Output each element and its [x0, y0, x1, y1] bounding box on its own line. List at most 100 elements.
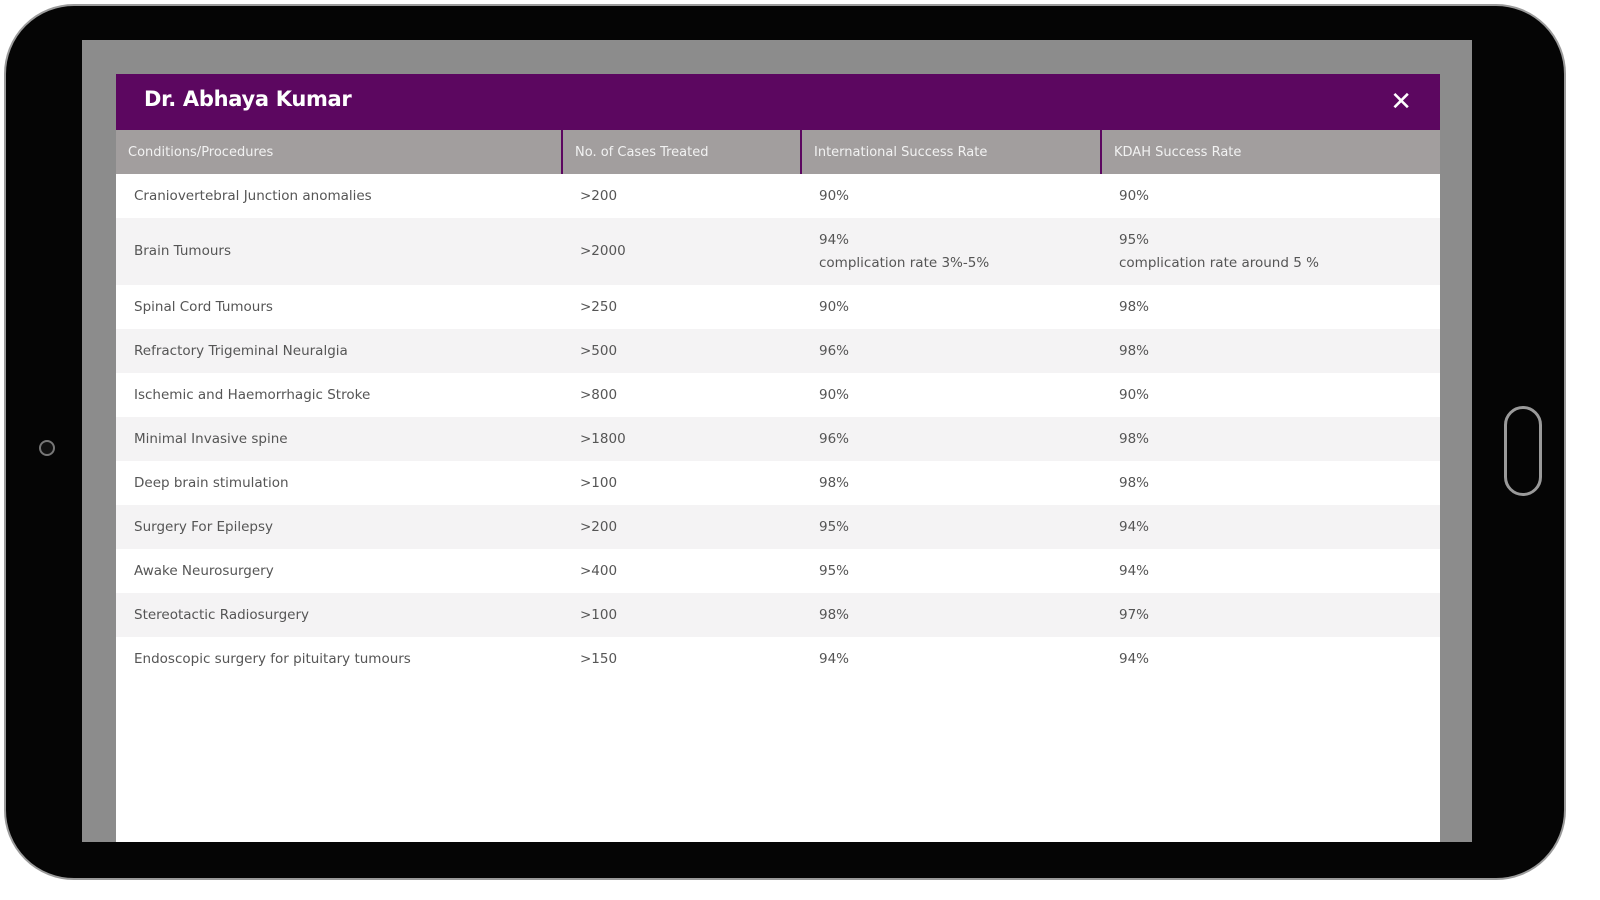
- cases-cell: >2000: [562, 218, 801, 285]
- cases-cell: >150: [562, 637, 801, 681]
- kdah-rate-cell-text: 90%: [1119, 386, 1150, 403]
- condition-cell-text: Brain Tumours: [134, 243, 231, 259]
- cases-cell: >200: [562, 174, 801, 218]
- cases-cell: >1800: [562, 417, 801, 461]
- kdah-rate-cell: 98%: [1101, 285, 1440, 329]
- intl-rate-cell: 98%: [801, 593, 1101, 637]
- modal-title: Dr. Abhaya Kumar: [144, 87, 352, 111]
- condition-cell: Craniovertebral Junction anomalies: [116, 174, 562, 218]
- condition-cell: Endoscopic surgery for pituitary tumours: [116, 637, 562, 681]
- table-row: Awake Neurosurgery >400 95% 94%: [116, 549, 1440, 593]
- condition-cell: Brain Tumours: [116, 218, 562, 285]
- table-row: Surgery For Epilepsy >200 95% 94%: [116, 505, 1440, 549]
- intl-rate-cell-text: 94%: [819, 650, 850, 667]
- condition-cell: Surgery For Epilepsy: [116, 505, 562, 549]
- intl-rate-cell: 95%: [801, 505, 1101, 549]
- close-icon[interactable]: ✕: [1390, 87, 1412, 117]
- cases-cell-text: >200: [580, 518, 618, 535]
- table-row: Ischemic and Haemorrhagic Stroke >800 90% 9…: [116, 373, 1440, 417]
- screen-overlay: Dr. Abhaya Kumar ✕ Conditions/Procedures…: [82, 40, 1472, 842]
- condition-cell: Minimal Invasive spine: [116, 417, 562, 461]
- cases-cell-text: >100: [580, 606, 618, 623]
- table-row: Stereotactic Radiosurgery >100 98% 97%: [116, 593, 1440, 637]
- intl-rate-cell: 94%: [801, 637, 1101, 681]
- cases-cell: >100: [562, 593, 801, 637]
- intl-rate-cell-text: 90%: [819, 298, 850, 315]
- kdah-rate-cell-text: 98%: [1119, 342, 1150, 359]
- intl-rate-cell-text: 94%: [819, 231, 850, 248]
- cases-cell-text: >2000: [580, 243, 626, 259]
- intl-rate-cell: 90%: [801, 285, 1101, 329]
- cases-cell-text: >400: [580, 562, 618, 579]
- condition-cell: Awake Neurosurgery: [116, 549, 562, 593]
- kdah-rate-cell-text: 95%: [1119, 231, 1150, 248]
- table-row: Minimal Invasive spine >1800 96% 98%: [116, 417, 1440, 461]
- kdah-rate-cell: 90%: [1101, 373, 1440, 417]
- condition-cell-text: Surgery For Epilepsy: [134, 518, 274, 535]
- column-header: KDAH Success Rate: [1101, 130, 1440, 174]
- table-row: Refractory Trigeminal Neuralgia >500 96% 98…: [116, 329, 1440, 373]
- cases-cell: >250: [562, 285, 801, 329]
- condition-cell: Refractory Trigeminal Neuralgia: [116, 329, 562, 373]
- cases-cell: >100: [562, 461, 801, 505]
- kdah-rate-cell: 97%: [1101, 593, 1440, 637]
- cases-cell: >400: [562, 549, 801, 593]
- cases-cell: >800: [562, 373, 801, 417]
- intl-rate-cell-text: 90%: [819, 386, 850, 403]
- cases-cell-text: >500: [580, 342, 618, 359]
- intl-rate-cell-text: 96%: [819, 430, 850, 447]
- cases-cell-text: >250: [580, 298, 618, 315]
- condition-cell-text: Minimal Invasive spine: [134, 430, 288, 447]
- intl-rate-cell-text: 96%: [819, 342, 850, 359]
- intl-rate-cell-text: 90%: [819, 187, 850, 204]
- column-header: Conditions/Procedures: [116, 130, 563, 174]
- kdah-rate-cell: 94%: [1101, 637, 1440, 681]
- kdah-rate-cell-text: 94%: [1119, 562, 1150, 579]
- kdah-rate-cell-text: 98%: [1119, 474, 1150, 491]
- kdah-rate-cell-text: 90%: [1119, 187, 1150, 204]
- intl-rate-cell-text: complication rate 3%-5%: [819, 254, 990, 271]
- condition-cell-text: Spinal Cord Tumours: [134, 298, 273, 315]
- intl-rate-cell: 96%: [801, 417, 1101, 461]
- kdah-rate-cell: 98%: [1101, 329, 1440, 373]
- table-row: Craniovertebral Junction anomalies >200 90…: [116, 174, 1440, 218]
- intl-rate-cell: 98%: [801, 461, 1101, 505]
- table-row: Spinal Cord Tumours >250 90% 98%: [116, 285, 1440, 329]
- table-header-row: Conditions/Procedures No. of Cases Treat…: [116, 130, 1440, 174]
- condition-cell-text: Awake Neurosurgery: [134, 562, 274, 579]
- kdah-rate-cell-text: 94%: [1119, 650, 1150, 667]
- cases-cell-text: >150: [580, 650, 618, 667]
- column-header: International Success Rate: [801, 130, 1102, 174]
- cases-cell-text: >1800: [580, 430, 626, 447]
- kdah-rate-cell: 95% complication rate around 5 %: [1101, 218, 1440, 285]
- kdah-rate-cell-text: 98%: [1119, 298, 1150, 315]
- condition-cell-text: Deep brain stimulation: [134, 474, 289, 491]
- condition-cell-text: Endoscopic surgery for pituitary tumours: [134, 650, 411, 667]
- kdah-rate-cell-text: complication rate around 5 %: [1119, 254, 1319, 271]
- kdah-rate-cell: 94%: [1101, 549, 1440, 593]
- condition-cell: Spinal Cord Tumours: [116, 285, 562, 329]
- intl-rate-cell: 94% complication rate 3%-5%: [801, 218, 1101, 285]
- kdah-rate-cell-text: 94%: [1119, 518, 1150, 535]
- intl-rate-cell-text: 98%: [819, 474, 850, 491]
- cases-cell: >200: [562, 505, 801, 549]
- table-row: Deep brain stimulation >100 98% 98%: [116, 461, 1440, 505]
- condition-cell-text: Stereotactic Radiosurgery: [134, 606, 309, 623]
- intl-rate-cell-text: 95%: [819, 518, 850, 535]
- intl-rate-cell-text: 95%: [819, 562, 850, 579]
- kdah-rate-cell: 90%: [1101, 174, 1440, 218]
- kdah-rate-cell: 98%: [1101, 417, 1440, 461]
- table-row: Brain Tumours >2000 94% complication rate 3…: [116, 218, 1440, 285]
- kdah-rate-cell: 94%: [1101, 505, 1440, 549]
- camera-icon: [39, 440, 55, 456]
- condition-cell: Ischemic and Haemorrhagic Stroke: [116, 373, 562, 417]
- modal-header: Dr. Abhaya Kumar ✕: [116, 74, 1440, 130]
- condition-cell: Deep brain stimulation: [116, 461, 562, 505]
- cases-cell-text: >200: [580, 187, 618, 204]
- intl-rate-cell: 95%: [801, 549, 1101, 593]
- home-button[interactable]: [1504, 406, 1542, 496]
- kdah-rate-cell: 98%: [1101, 461, 1440, 505]
- doctor-stats-modal: Dr. Abhaya Kumar ✕ Conditions/Procedures…: [116, 74, 1440, 842]
- intl-rate-cell: 90%: [801, 373, 1101, 417]
- cases-cell-text: >100: [580, 474, 618, 491]
